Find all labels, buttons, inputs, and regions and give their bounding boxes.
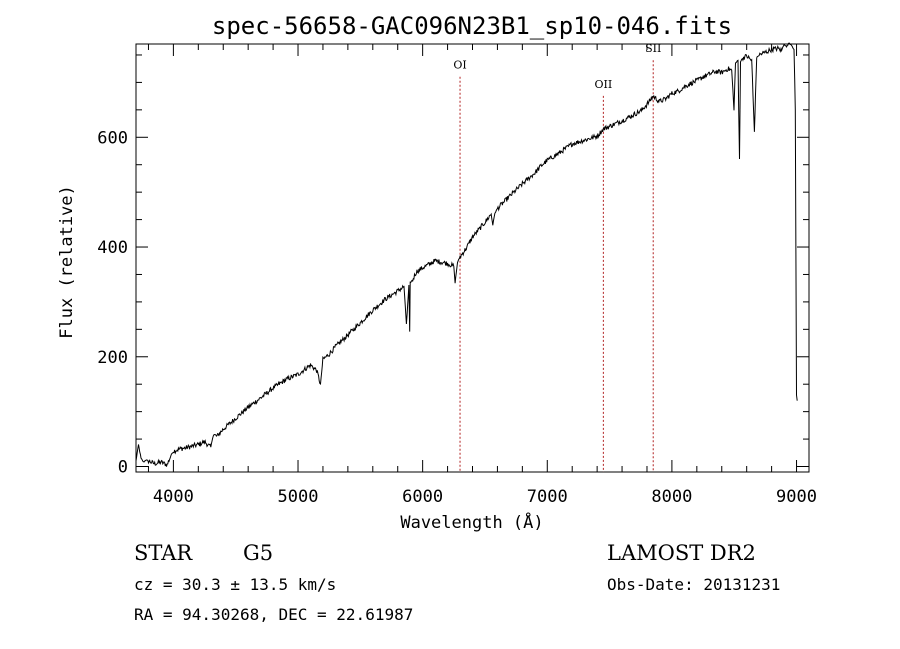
y-tick-label: 600 (97, 128, 128, 148)
spectrum-line (135, 42, 798, 467)
emission-line-label: OI (453, 59, 466, 72)
x-tick-label: 9000 (776, 487, 817, 507)
object-class: STAR (134, 541, 193, 565)
x-tick-label: 7000 (527, 487, 568, 507)
x-axis-label: Wavelength (Å) (400, 511, 543, 533)
x-tick-label: 5000 (278, 487, 319, 507)
x-tick-label: 4000 (153, 487, 194, 507)
spectrum-series (135, 42, 798, 467)
x-axis-ticks: 4000 5000 6000 7000 8000 9000 (147, 44, 817, 507)
y-tick-label: 0 (118, 458, 128, 478)
survey-name: LAMOST DR2 (607, 541, 756, 565)
emission-line-label: OII (595, 78, 613, 91)
plot-frame (135, 43, 810, 473)
y-axis-ticks: 0 200 400 600 (97, 54, 809, 478)
emission-line-label: SII (645, 42, 661, 55)
y-tick-label: 200 (97, 348, 128, 368)
y-axis-label: Flux (relative) (57, 185, 77, 339)
y-tick-label: 400 (97, 238, 128, 258)
object-subclass: G5 (243, 541, 273, 565)
x-tick-label: 8000 (651, 487, 692, 507)
coordinates-ra-dec: RA = 94.30268, DEC = 22.61987 (134, 605, 413, 624)
redshift-cz: cz = 30.3 ± 13.5 km/s (134, 575, 336, 594)
observation-date: Obs-Date: 20131231 (607, 575, 780, 594)
emission-line-markers: OI OII SII (453, 42, 661, 472)
x-tick-label: 6000 (402, 487, 443, 507)
chart-title: spec-56658-GAC096N23B1_sp10-046.fits (212, 12, 732, 40)
